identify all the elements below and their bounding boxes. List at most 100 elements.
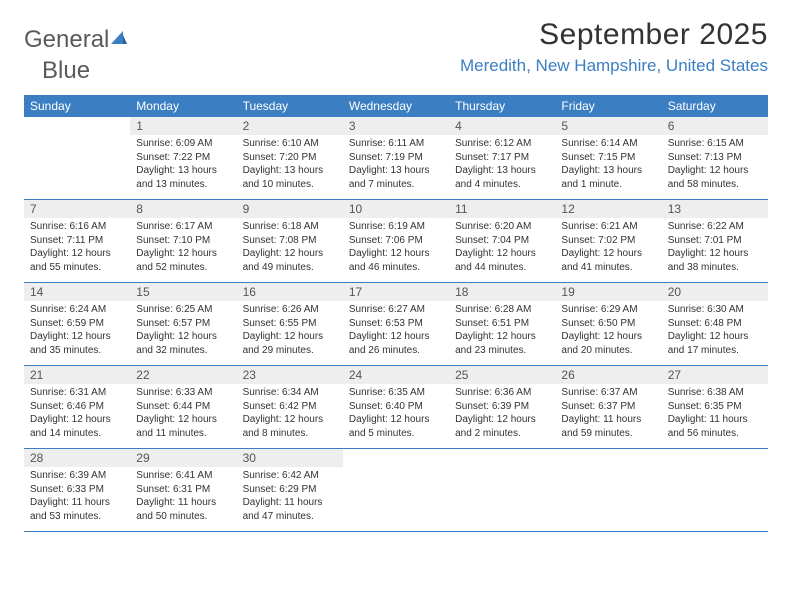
day-number <box>449 449 555 467</box>
daylight-text: Daylight: 12 hours and 23 minutes. <box>455 330 549 357</box>
day-cell: 11Sunrise: 6:20 AMSunset: 7:04 PMDayligh… <box>449 200 555 282</box>
day-content: Sunrise: 6:09 AMSunset: 7:22 PMDaylight:… <box>130 135 236 195</box>
day-cell: 1Sunrise: 6:09 AMSunset: 7:22 PMDaylight… <box>130 117 236 199</box>
sunset-text: Sunset: 6:53 PM <box>349 317 443 331</box>
day-number: 28 <box>24 449 130 467</box>
sunrise-text: Sunrise: 6:10 AM <box>243 137 337 151</box>
sunrise-text: Sunrise: 6:16 AM <box>30 220 124 234</box>
sunset-text: Sunset: 7:06 PM <box>349 234 443 248</box>
day-number: 4 <box>449 117 555 135</box>
sunset-text: Sunset: 6:48 PM <box>668 317 762 331</box>
sunrise-text: Sunrise: 6:19 AM <box>349 220 443 234</box>
day-cell: 27Sunrise: 6:38 AMSunset: 6:35 PMDayligh… <box>662 366 768 448</box>
sunrise-text: Sunrise: 6:17 AM <box>136 220 230 234</box>
day-cell: 9Sunrise: 6:18 AMSunset: 7:08 PMDaylight… <box>237 200 343 282</box>
sunset-text: Sunset: 6:35 PM <box>668 400 762 414</box>
day-cell: 7Sunrise: 6:16 AMSunset: 7:11 PMDaylight… <box>24 200 130 282</box>
sunset-text: Sunset: 7:01 PM <box>668 234 762 248</box>
day-number: 25 <box>449 366 555 384</box>
day-number: 10 <box>343 200 449 218</box>
sunrise-text: Sunrise: 6:30 AM <box>668 303 762 317</box>
header: General Blue September 2025 Meredith, Ne… <box>24 18 768 85</box>
sunrise-text: Sunrise: 6:25 AM <box>136 303 230 317</box>
title-block: September 2025 Meredith, New Hampshire, … <box>460 18 768 76</box>
day-number: 15 <box>130 283 236 301</box>
week-row: 14Sunrise: 6:24 AMSunset: 6:59 PMDayligh… <box>24 283 768 366</box>
day-number: 14 <box>24 283 130 301</box>
sunrise-text: Sunrise: 6:12 AM <box>455 137 549 151</box>
sunrise-text: Sunrise: 6:09 AM <box>136 137 230 151</box>
daylight-text: Daylight: 12 hours and 55 minutes. <box>30 247 124 274</box>
daylight-text: Daylight: 12 hours and 14 minutes. <box>30 413 124 440</box>
sunrise-text: Sunrise: 6:26 AM <box>243 303 337 317</box>
sunset-text: Sunset: 6:46 PM <box>30 400 124 414</box>
day-number: 27 <box>662 366 768 384</box>
day-number: 21 <box>24 366 130 384</box>
day-number: 13 <box>662 200 768 218</box>
day-content: Sunrise: 6:33 AMSunset: 6:44 PMDaylight:… <box>130 384 236 444</box>
day-number <box>24 117 130 135</box>
day-content: Sunrise: 6:36 AMSunset: 6:39 PMDaylight:… <box>449 384 555 444</box>
day-header: Tuesday <box>237 95 343 117</box>
logo-text-gray: General <box>24 26 109 53</box>
day-content: Sunrise: 6:19 AMSunset: 7:06 PMDaylight:… <box>343 218 449 278</box>
day-cell: 2Sunrise: 6:10 AMSunset: 7:20 PMDaylight… <box>237 117 343 199</box>
sunrise-text: Sunrise: 6:14 AM <box>561 137 655 151</box>
day-number: 6 <box>662 117 768 135</box>
daylight-text: Daylight: 12 hours and 5 minutes. <box>349 413 443 440</box>
day-header: Friday <box>555 95 661 117</box>
day-cell: 30Sunrise: 6:42 AMSunset: 6:29 PMDayligh… <box>237 449 343 531</box>
day-content: Sunrise: 6:28 AMSunset: 6:51 PMDaylight:… <box>449 301 555 361</box>
daylight-text: Daylight: 12 hours and 20 minutes. <box>561 330 655 357</box>
day-number <box>662 449 768 467</box>
logo-text: General Blue <box>24 26 128 85</box>
day-content: Sunrise: 6:12 AMSunset: 7:17 PMDaylight:… <box>449 135 555 195</box>
sunrise-text: Sunrise: 6:35 AM <box>349 386 443 400</box>
sunset-text: Sunset: 6:50 PM <box>561 317 655 331</box>
day-number <box>555 449 661 467</box>
sunrise-text: Sunrise: 6:29 AM <box>561 303 655 317</box>
day-number: 19 <box>555 283 661 301</box>
daylight-text: Daylight: 12 hours and 52 minutes. <box>136 247 230 274</box>
sunrise-text: Sunrise: 6:36 AM <box>455 386 549 400</box>
daylight-text: Daylight: 12 hours and 41 minutes. <box>561 247 655 274</box>
day-header: Wednesday <box>343 95 449 117</box>
day-content: Sunrise: 6:10 AMSunset: 7:20 PMDaylight:… <box>237 135 343 195</box>
day-number: 30 <box>237 449 343 467</box>
daylight-text: Daylight: 13 hours and 4 minutes. <box>455 164 549 191</box>
day-cell: 18Sunrise: 6:28 AMSunset: 6:51 PMDayligh… <box>449 283 555 365</box>
day-content: Sunrise: 6:24 AMSunset: 6:59 PMDaylight:… <box>24 301 130 361</box>
logo-text-blue: Blue <box>42 57 90 84</box>
sunset-text: Sunset: 6:40 PM <box>349 400 443 414</box>
sunset-text: Sunset: 7:19 PM <box>349 151 443 165</box>
day-content: Sunrise: 6:15 AMSunset: 7:13 PMDaylight:… <box>662 135 768 195</box>
day-number: 5 <box>555 117 661 135</box>
day-number: 24 <box>343 366 449 384</box>
day-content: Sunrise: 6:41 AMSunset: 6:31 PMDaylight:… <box>130 467 236 527</box>
sunrise-text: Sunrise: 6:21 AM <box>561 220 655 234</box>
day-content: Sunrise: 6:17 AMSunset: 7:10 PMDaylight:… <box>130 218 236 278</box>
day-cell: 24 Sunrise: 6:35 AMSunset: 6:40 PMDayligh… <box>343 366 449 448</box>
day-number: 22 <box>130 366 236 384</box>
sunrise-text: Sunrise: 6:37 AM <box>561 386 655 400</box>
week-row: 7Sunrise: 6:16 AMSunset: 7:11 PMDaylight… <box>24 200 768 283</box>
sunset-text: Sunset: 6:51 PM <box>455 317 549 331</box>
day-cell: 10Sunrise: 6:19 AMSunset: 7:06 PMDayligh… <box>343 200 449 282</box>
day-number: 8 <box>130 200 236 218</box>
day-header-row: Sunday Monday Tuesday Wednesday Thursday… <box>24 95 768 117</box>
day-cell: 13Sunrise: 6:22 AMSunset: 7:01 PMDayligh… <box>662 200 768 282</box>
daylight-text: Daylight: 13 hours and 1 minute. <box>561 164 655 191</box>
day-cell: 15Sunrise: 6:25 AMSunset: 6:57 PMDayligh… <box>130 283 236 365</box>
day-content: Sunrise: 6:16 AMSunset: 7:11 PMDaylight:… <box>24 218 130 278</box>
day-content: Sunrise: 6:22 AMSunset: 7:01 PMDaylight:… <box>662 218 768 278</box>
day-cell: 4Sunrise: 6:12 AMSunset: 7:17 PMDaylight… <box>449 117 555 199</box>
day-content: Sunrise: 6:42 AMSunset: 6:29 PMDaylight:… <box>237 467 343 527</box>
daylight-text: Daylight: 12 hours and 29 minutes. <box>243 330 337 357</box>
day-cell: 21Sunrise: 6:31 AMSunset: 6:46 PMDayligh… <box>24 366 130 448</box>
day-number: 2 <box>237 117 343 135</box>
sunset-text: Sunset: 6:42 PM <box>243 400 337 414</box>
daylight-text: Daylight: 12 hours and 44 minutes. <box>455 247 549 274</box>
day-content: Sunrise: 6:20 AMSunset: 7:04 PMDaylight:… <box>449 218 555 278</box>
day-number: 1 <box>130 117 236 135</box>
sunset-text: Sunset: 6:57 PM <box>136 317 230 331</box>
